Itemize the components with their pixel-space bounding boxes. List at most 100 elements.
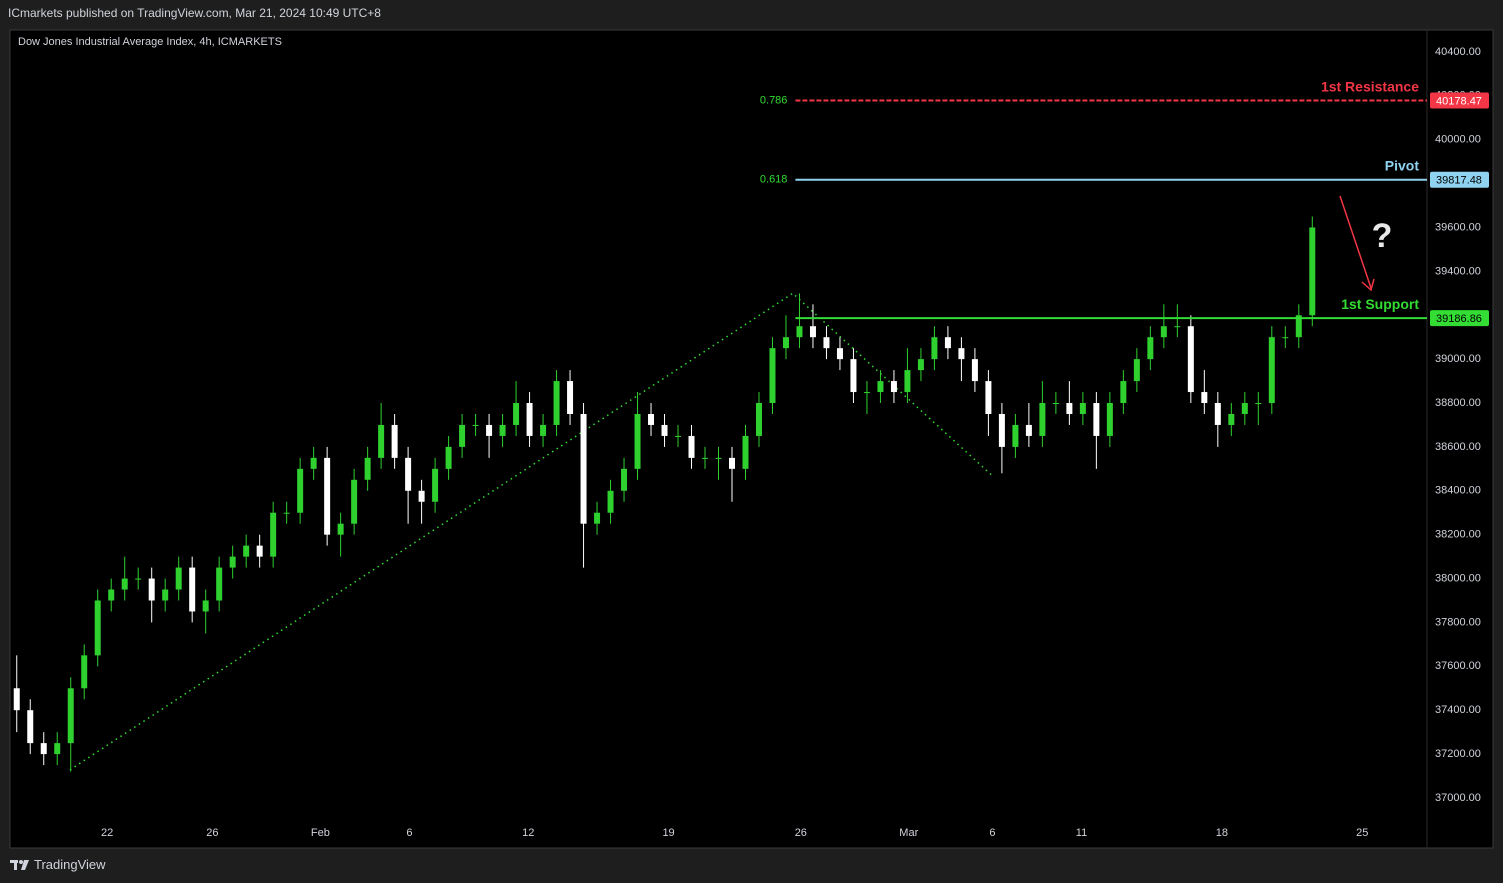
candle-body	[634, 413, 641, 469]
x-tick-label: 6	[406, 827, 412, 839]
candle-body	[1255, 403, 1262, 405]
candle-body	[108, 589, 115, 601]
x-tick-label: 19	[662, 827, 674, 839]
candle-body	[297, 468, 304, 513]
candle-body	[1093, 403, 1100, 436]
y-tick-label: 38000.00	[1435, 572, 1481, 584]
x-tick-label: Mar	[899, 827, 918, 839]
candle-body	[769, 348, 776, 404]
candle-body	[715, 457, 722, 459]
question-mark: ?	[1372, 217, 1393, 255]
candle-body	[728, 457, 735, 469]
candle-body	[1133, 359, 1140, 382]
candle-body	[675, 435, 682, 437]
candle-body	[1066, 403, 1073, 414]
level-name: 1st Support	[1341, 296, 1419, 312]
candle-body	[580, 413, 587, 524]
candle-body	[148, 578, 155, 601]
candle-body	[1147, 337, 1154, 360]
candle-body	[202, 600, 209, 612]
chart-panel	[9, 29, 1494, 849]
candle-body	[809, 326, 816, 338]
candle-body	[985, 381, 992, 414]
candle-body	[863, 392, 870, 394]
candle-body	[931, 337, 938, 360]
candle-body	[418, 490, 425, 502]
x-tick-label: 26	[206, 827, 218, 839]
candle-body	[540, 424, 547, 436]
trendline	[69, 292, 993, 771]
candle-body	[1309, 227, 1316, 316]
candle-body	[567, 381, 574, 414]
candle-body	[189, 567, 196, 612]
y-tick-label: 40000.00	[1435, 134, 1481, 146]
candle-body	[135, 578, 142, 580]
candle-body	[175, 567, 182, 590]
brand-logo	[10, 859, 29, 870]
x-tick-label: Feb	[311, 827, 330, 839]
y-tick-label: 37800.00	[1435, 616, 1481, 628]
candle-body	[1012, 424, 1019, 447]
arrow-head	[1361, 278, 1375, 292]
candle-body	[256, 545, 263, 557]
candle-body	[1295, 315, 1302, 338]
candle-body	[445, 446, 452, 469]
x-tick-label: 26	[795, 827, 807, 839]
x-tick-label: 12	[522, 827, 534, 839]
candle-body	[310, 457, 317, 469]
x-tick-label: 6	[989, 827, 995, 839]
candle-body	[1160, 326, 1167, 338]
candle-body	[998, 413, 1005, 447]
candle-body	[270, 512, 277, 557]
y-tick-label: 38600.00	[1435, 441, 1481, 453]
candle-body	[958, 348, 965, 360]
publish-info: ICmarkets published on TradingView.com, …	[8, 6, 381, 20]
candle-body	[755, 403, 762, 436]
footer: TradingView	[10, 857, 106, 872]
candle-body	[1214, 403, 1221, 425]
candle-body	[594, 512, 601, 524]
candle-body	[1282, 337, 1289, 339]
candle-body	[621, 468, 628, 491]
candle-body	[877, 381, 884, 393]
candle-body	[1201, 392, 1208, 404]
candle-body	[13, 688, 20, 711]
candle-body	[243, 545, 250, 557]
candle-body	[1268, 337, 1275, 404]
candle-body	[364, 457, 371, 480]
candle-body	[917, 359, 924, 371]
y-tick-label: 37000.00	[1435, 792, 1481, 804]
x-tick-label: 11	[1076, 827, 1087, 839]
candle-body	[1052, 403, 1059, 405]
y-tick-label: 39400.00	[1435, 265, 1481, 277]
candle-body	[486, 424, 493, 436]
candle-body	[836, 348, 843, 360]
fib-label: 0.786	[760, 94, 788, 106]
y-tick-label: 39600.00	[1435, 221, 1481, 233]
candle-body	[648, 413, 655, 425]
candle-body	[904, 370, 911, 393]
candle-body	[229, 556, 236, 568]
candle-body	[688, 435, 695, 458]
candle-body	[27, 710, 34, 744]
x-tick-label: 18	[1216, 827, 1228, 839]
candle-body	[499, 424, 506, 436]
candle-body	[54, 743, 61, 755]
candle-body	[1039, 403, 1046, 436]
y-tick-label: 38200.00	[1435, 529, 1481, 541]
chart-title: Dow Jones Industrial Average Index, 4h, …	[18, 36, 282, 48]
y-tick-label: 38400.00	[1435, 485, 1481, 497]
candle-body	[742, 435, 749, 469]
price-tag	[1430, 171, 1489, 188]
y-tick-label: 39000.00	[1435, 353, 1481, 365]
candle-body	[351, 479, 358, 524]
candle-body	[607, 490, 614, 513]
candle-body	[1228, 413, 1235, 425]
candle-body	[661, 424, 668, 436]
candle-body	[702, 457, 709, 459]
y-tick-label: 40400.00	[1435, 46, 1481, 58]
candle-body	[81, 655, 88, 689]
candle-body	[1120, 381, 1127, 404]
